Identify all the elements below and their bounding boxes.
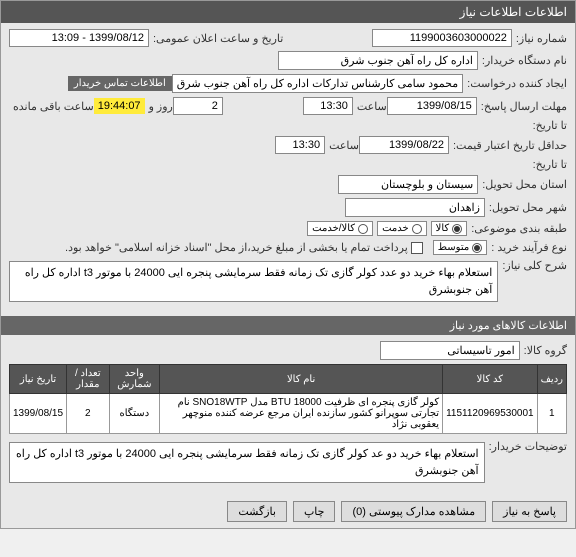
until-label: تا تاریخ: (533, 119, 567, 132)
th-qty: تعداد / مقدار (67, 365, 109, 394)
city-label: شهر محل تحویل: (489, 201, 567, 214)
goods-area: گروه کالا: امور تاسیساتی ردیف کد کالا نا… (1, 335, 575, 495)
cell-name: کولر گازی پنجره ای ظرفیت BTU 18000 مدل S… (160, 394, 443, 434)
budget-label: طبقه بندی موضوعی: (471, 222, 567, 235)
general-desc-value: استعلام بهاء خرید دو عدد کولر گازی تک زم… (9, 261, 498, 302)
radio-goods[interactable]: کالا (431, 221, 468, 236)
until-label-2: تا تاریخ: (533, 158, 567, 171)
row-province: استان محل تحویل: سیستان و بلوچستان (9, 175, 567, 194)
general-desc-label: شرح کلی نیاز: (502, 259, 567, 272)
days-label: روز و (149, 100, 173, 113)
contact-badge[interactable]: اطلاعات تماس خریدار (68, 76, 172, 91)
min-valid-time: 13:30 (275, 136, 325, 154)
row-general-desc: شرح کلی نیاز: استعلام بهاء خرید دو عدد ک… (9, 259, 567, 304)
attachments-button[interactable]: مشاهده مدارک پیوستی (0) (341, 501, 486, 522)
goods-section-title: اطلاعات کالاهای مورد نیاز (1, 316, 575, 335)
radio-goods-service[interactable]: کالا/خدمت (307, 221, 373, 236)
main-window: اطلاعات اطلاعات نیاز شماره نیاز: 1199003… (0, 0, 576, 529)
cell-unit: دستگاه (109, 394, 160, 434)
buyer-notes-value: استعلام بهاء خرید دو عد کولر گازی تک زما… (9, 442, 485, 483)
city-value: زاهدان (345, 198, 485, 217)
table-header-row: ردیف کد کالا نام کالا واحد شمارش تعداد /… (10, 365, 567, 394)
budget-radio-group: کالا خدمت کالا/خدمت (307, 221, 467, 236)
purchase-note: پرداخت تمام یا بخشی از مبلغ خرید،از محل … (65, 241, 408, 254)
radio-service[interactable]: خدمت (377, 221, 427, 236)
row-creator: ایجاد کننده درخواست: محمود سامی کارشناس … (9, 74, 567, 93)
row-buyer-org: نام دستگاه خریدار: اداره کل راه آهن جنوب… (9, 51, 567, 70)
province-label: استان محل تحویل: (482, 178, 567, 191)
reply-button[interactable]: پاسخ به نیاز (492, 501, 567, 522)
min-valid-label: حداقل تاریخ اعتبار قیمت: (453, 139, 567, 152)
row-deadline: مهلت ارسال پاسخ: 1399/08/15 ساعت 13:30 2… (9, 97, 567, 115)
announce-value: 1399/08/12 - 13:09 (9, 29, 149, 47)
th-code: کد کالا (443, 365, 538, 394)
deadline-date: 1399/08/15 (387, 97, 477, 115)
button-row: پاسخ به نیاز مشاهده مدارک پیوستی (0) چاپ… (1, 495, 575, 528)
row-purchase-type: نوع فرآیند خرید : متوسط پرداخت تمام یا ب… (9, 240, 567, 255)
purchase-type-label: نوع فرآیند خرید : (491, 241, 567, 254)
cell-date: 1399/08/15 (10, 394, 67, 434)
radio-dot-icon (452, 224, 462, 234)
buyer-org-value: اداره کل راه آهن جنوب شرق (278, 51, 478, 70)
radio-dot-icon (472, 243, 482, 253)
radio-dot-icon (412, 224, 422, 234)
row-city: شهر محل تحویل: زاهدان (9, 198, 567, 217)
row-budget: طبقه بندی موضوعی: کالا خدمت کالا/خدمت (9, 221, 567, 236)
row-until: تا تاریخ: (9, 119, 567, 132)
creator-label: ایجاد کننده درخواست: (467, 77, 567, 90)
need-number-label: شماره نیاز: (516, 32, 567, 45)
announce-label: تاریخ و ساعت اعلان عمومی: (153, 32, 283, 45)
row-goods-group: گروه کالا: امور تاسیساتی (9, 341, 567, 360)
deadline-time: 13:30 (303, 97, 353, 115)
treasury-checkbox[interactable] (411, 242, 423, 254)
remain-label: ساعت باقی مانده (13, 100, 94, 113)
close-button[interactable]: بازگشت (227, 501, 287, 522)
th-date: تاریخ نیاز (10, 365, 67, 394)
row-need-number: شماره نیاز: 1199003603000022 تاریخ و ساع… (9, 29, 567, 47)
th-name: نام کالا (160, 365, 443, 394)
th-idx: ردیف (537, 365, 566, 394)
deadline-send-label: مهلت ارسال پاسخ: (481, 100, 567, 113)
radio-medium[interactable]: متوسط (433, 240, 487, 255)
row-min-valid: حداقل تاریخ اعتبار قیمت: 1399/08/22 ساعت… (9, 136, 567, 154)
buyer-notes-label: توضیحات خریدار: (489, 440, 567, 453)
table-row: 1 1151120969530001 کولر گازی پنجره ای ظر… (10, 394, 567, 434)
form-area: شماره نیاز: 1199003603000022 تاریخ و ساع… (1, 23, 575, 314)
creator-value: محمود سامی کارشناس تدارکات اداره کل راه … (172, 74, 463, 93)
window-title-bar: اطلاعات اطلاعات نیاز (1, 1, 575, 23)
row-until-2: تا تاریخ: (9, 158, 567, 171)
province-value: سیستان و بلوچستان (338, 175, 478, 194)
time-label-2: ساعت (329, 139, 359, 152)
countdown: 19:44:07 (94, 98, 145, 114)
th-unit: واحد شمارش (109, 365, 160, 394)
goods-table: ردیف کد کالا نام کالا واحد شمارش تعداد /… (9, 364, 567, 434)
radio-dot-icon (358, 224, 368, 234)
cell-code: 1151120969530001 (443, 394, 538, 434)
row-buyer-notes: توضیحات خریدار: استعلام بهاء خرید دو عد … (9, 440, 567, 485)
min-valid-date: 1399/08/22 (359, 136, 449, 154)
window-title: اطلاعات اطلاعات نیاز (460, 5, 567, 19)
time-label-1: ساعت (357, 100, 387, 113)
cell-idx: 1 (537, 394, 566, 434)
need-number-value: 1199003603000022 (372, 29, 512, 47)
goods-group-value: امور تاسیساتی (380, 341, 520, 360)
cell-qty: 2 (67, 394, 109, 434)
print-button[interactable]: چاپ (293, 501, 336, 522)
buyer-org-label: نام دستگاه خریدار: (482, 54, 567, 67)
days-value: 2 (173, 97, 223, 115)
goods-group-label: گروه کالا: (524, 344, 567, 357)
